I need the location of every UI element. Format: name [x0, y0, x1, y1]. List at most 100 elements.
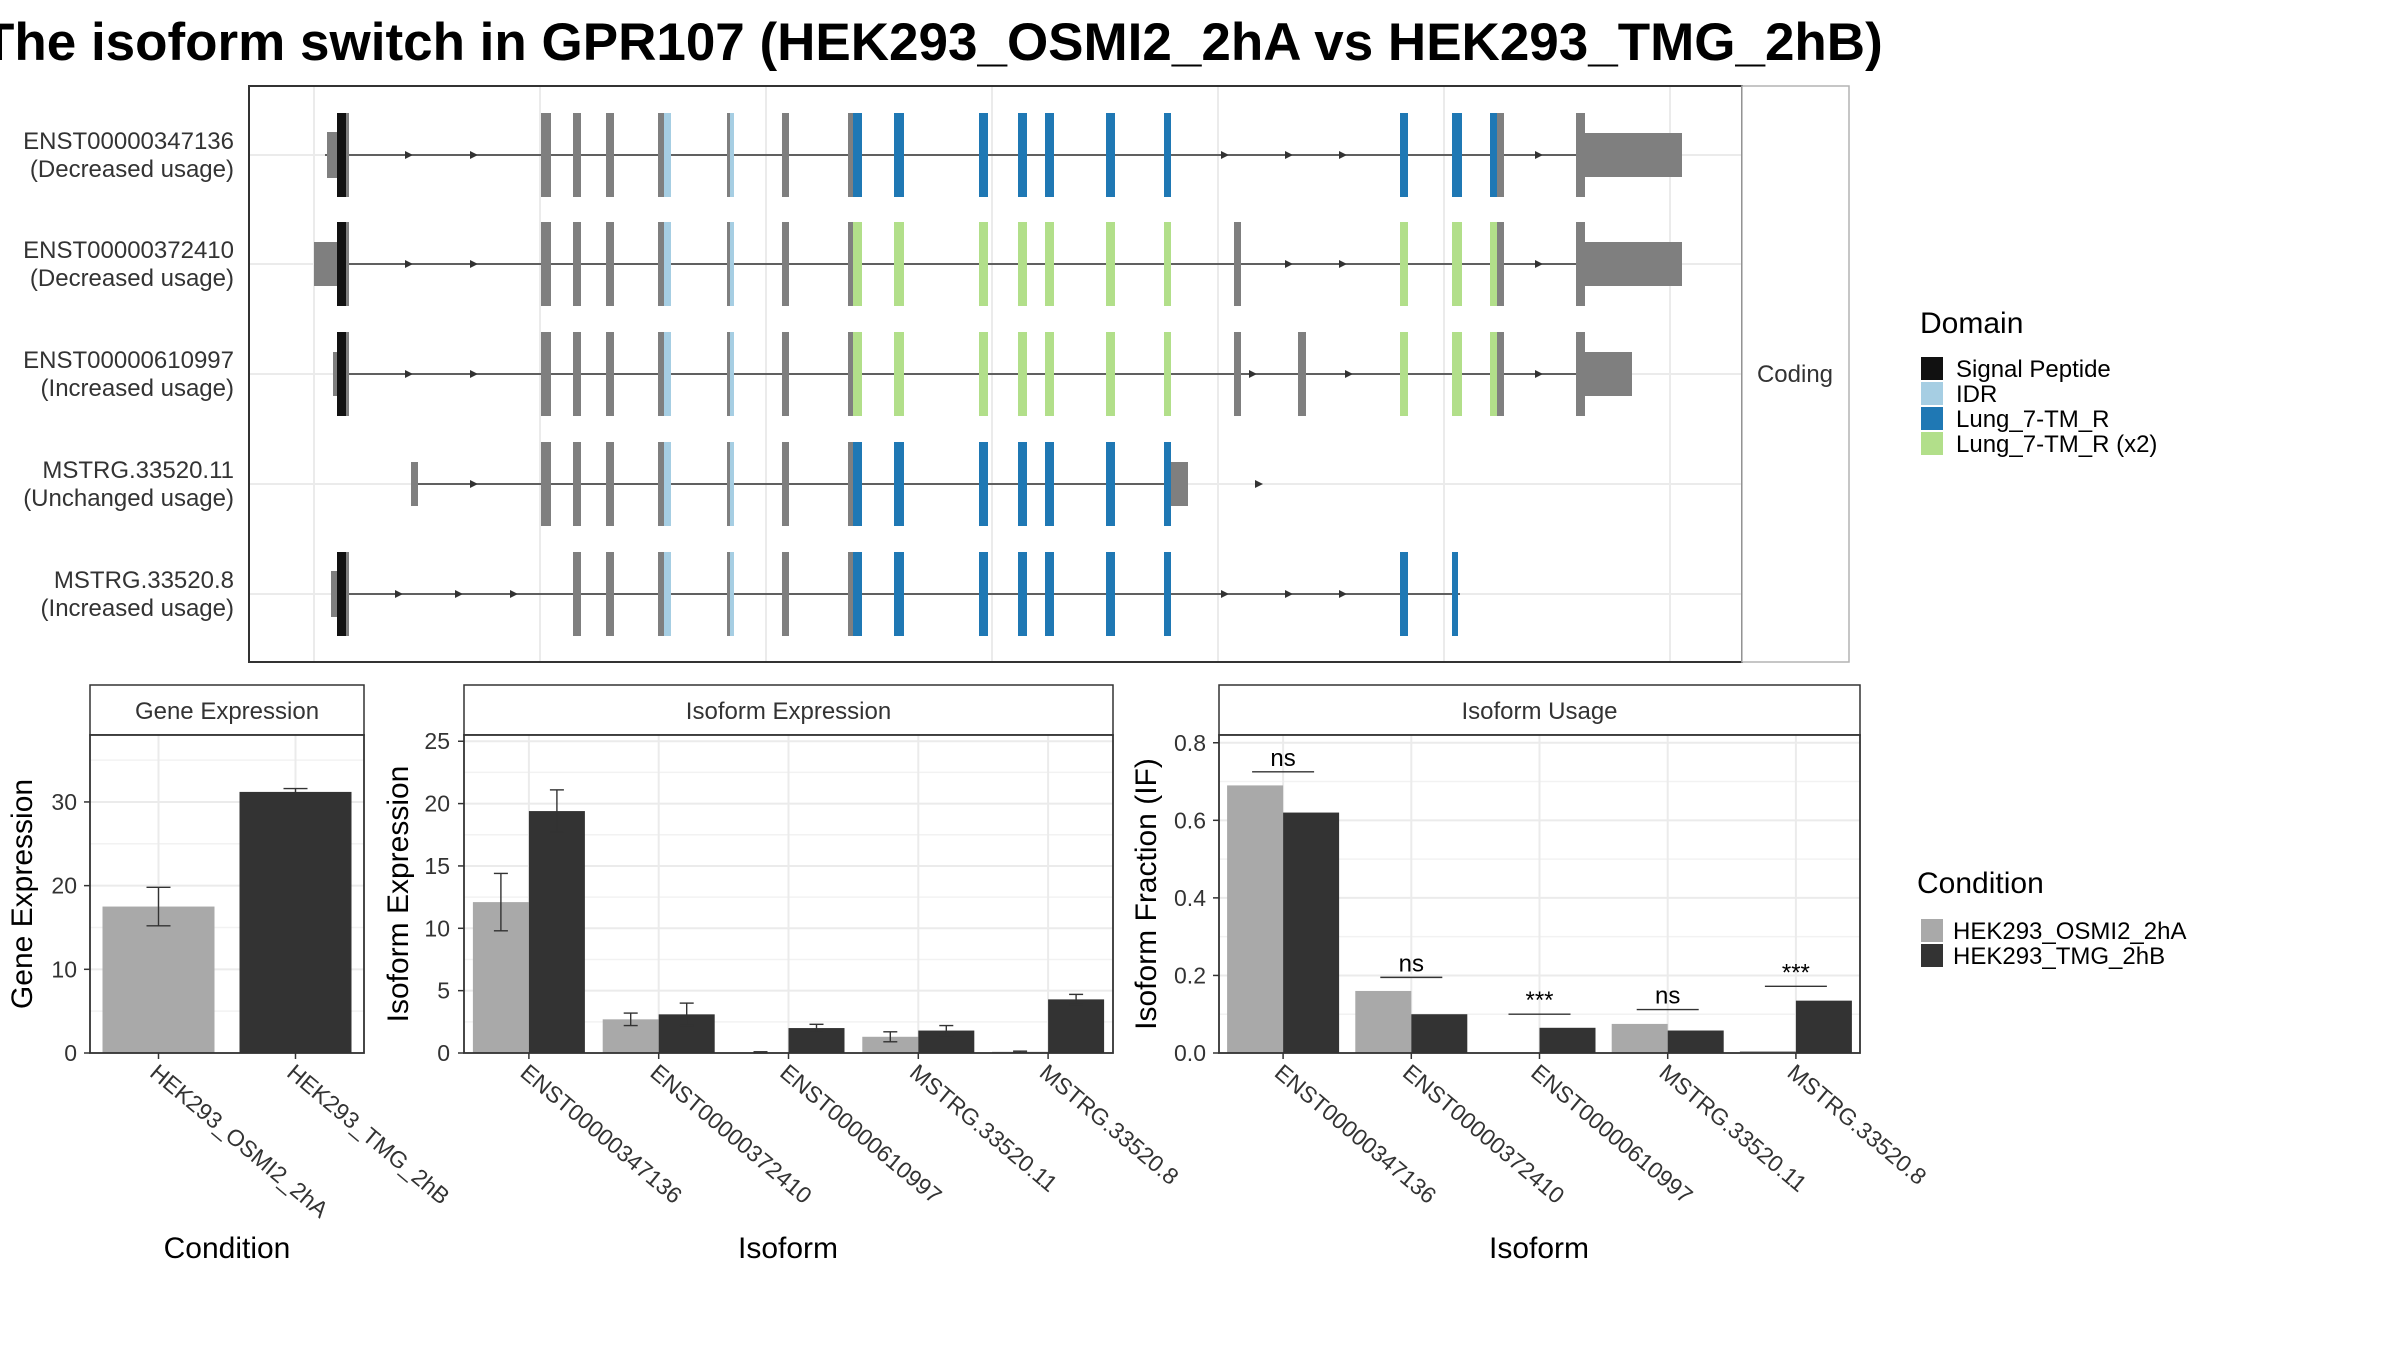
- utr5-exon: [411, 462, 418, 506]
- y-tick-label: 25: [424, 728, 450, 754]
- transcript-id-label: ENST00000610997: [23, 347, 234, 374]
- exon: [541, 442, 551, 526]
- transcript-row: ENST00000347136(Decreased usage): [23, 113, 1682, 197]
- panel-border: [89, 734, 365, 1054]
- exon: [658, 222, 664, 306]
- bar: [1795, 1000, 1852, 1053]
- exon: [782, 222, 789, 306]
- lung-7tm-domain: [1164, 113, 1171, 197]
- domain-legend-key: [1921, 432, 1943, 455]
- y-tick-label: 0.0: [1174, 1040, 1206, 1066]
- significance-label: ns: [1399, 950, 1424, 977]
- utr5-exon: [333, 352, 337, 396]
- domain-legend-label: Lung_7-TM_R (x2): [1956, 431, 2157, 458]
- domain-legend-key: [1921, 382, 1943, 405]
- transcript-row: MSTRG.33520.8(Increased usage): [41, 552, 1460, 636]
- exon: [573, 442, 581, 526]
- transcript-row: MSTRG.33520.11(Unchanged usage): [23, 442, 1263, 526]
- lung-7tm-domain: [1106, 552, 1115, 636]
- exon: [1497, 113, 1504, 197]
- exon: [727, 552, 730, 636]
- lung-7tm-domain: [894, 552, 904, 636]
- lung-7tm-domain: [1018, 552, 1027, 636]
- lung-7tm-x2-domain: [894, 332, 904, 416]
- y-tick-label: 20: [424, 791, 450, 817]
- strand-arrow: [470, 151, 478, 159]
- condition-legend-label: HEK293_TMG_2hB: [1953, 943, 2165, 970]
- signal-peptide-domain: [337, 332, 346, 416]
- isoform-expression-panel: Isoform Expression0510152025ENST00000347…: [382, 684, 1184, 1265]
- y-axis-title: Gene Expression: [6, 779, 39, 1009]
- strand-arrow: [1285, 151, 1293, 159]
- transcript-id-label: MSTRG.33520.11: [42, 457, 234, 484]
- domain-legend-label: Signal Peptide: [1956, 356, 2111, 383]
- bar: [102, 906, 215, 1053]
- panel-title: Isoform Expression: [686, 698, 891, 725]
- strand-arrow: [510, 590, 518, 598]
- lung-7tm-x2-domain: [1164, 222, 1171, 306]
- lung-7tm-domain: [1164, 442, 1171, 526]
- condition-legend-label: HEK293_OSMI2_2hA: [1953, 918, 2186, 945]
- domain-legend-key: [1921, 357, 1943, 380]
- strand-arrow: [1339, 260, 1347, 268]
- lung-7tm-domain: [979, 442, 988, 526]
- bar: [1411, 1014, 1468, 1053]
- domain-legend-title: Domain: [1920, 307, 2023, 340]
- lung-7tm-x2-domain: [1400, 222, 1408, 306]
- transcript-id-label: ENST00000347136: [23, 128, 234, 155]
- panel-strip: [89, 684, 365, 736]
- bar: [862, 1036, 919, 1053]
- y-axis-title: Isoform Fraction (IF): [1130, 758, 1163, 1030]
- exon: [727, 442, 730, 526]
- lung-7tm-domain: [1045, 113, 1054, 197]
- lung-7tm-x2-domain: [1490, 332, 1497, 416]
- bar: [239, 791, 352, 1053]
- y-tick-label: 0: [437, 1040, 450, 1066]
- exon: [1234, 222, 1241, 306]
- lung-7tm-domain: [1452, 113, 1462, 197]
- y-tick-label: 15: [424, 853, 450, 879]
- exon: [606, 442, 614, 526]
- lung-7tm-x2-domain: [1490, 222, 1497, 306]
- exon: [573, 552, 581, 636]
- exon: [346, 113, 349, 197]
- lung-7tm-domain: [853, 552, 862, 636]
- y-tick-label: 0.8: [1174, 730, 1206, 756]
- panel-strip: [463, 684, 1114, 736]
- exon: [1298, 332, 1306, 416]
- strand-arrow: [395, 590, 403, 598]
- utr3-exon: [1585, 133, 1682, 177]
- y-tick-label: 10: [424, 915, 450, 941]
- exon: [782, 113, 789, 197]
- panel-title: Isoform Usage: [1461, 698, 1617, 725]
- bar: [1739, 1051, 1796, 1053]
- exon: [782, 332, 789, 416]
- lung-7tm-domain: [1400, 113, 1408, 197]
- strand-arrow: [405, 151, 413, 159]
- domain-legend-label: IDR: [1956, 381, 1997, 408]
- bar: [1667, 1030, 1724, 1053]
- transcript-structure-panel: ENST00000347136(Decreased usage)ENST0000…: [23, 85, 1850, 663]
- lung-7tm-domain: [894, 442, 904, 526]
- strand-arrow: [405, 370, 413, 378]
- strand-arrow: [470, 370, 478, 378]
- idr-domain: [730, 332, 734, 416]
- lung-7tm-x2-domain: [1045, 222, 1054, 306]
- lung-7tm-x2-domain: [894, 222, 904, 306]
- lung-7tm-domain: [1164, 552, 1171, 636]
- bar: [918, 1030, 975, 1053]
- exon: [346, 552, 349, 636]
- exon: [1171, 462, 1188, 506]
- strand-arrow: [455, 590, 463, 598]
- lung-7tm-domain: [853, 113, 862, 197]
- lung-7tm-domain: [1106, 442, 1115, 526]
- transcript-usage-label: (Unchanged usage): [23, 485, 234, 512]
- lung-7tm-x2-domain: [1045, 332, 1054, 416]
- x-axis-title: Isoform: [738, 1232, 838, 1265]
- exon: [1576, 113, 1585, 197]
- y-tick-label: 10: [51, 956, 77, 982]
- significance-label: ***: [1525, 987, 1553, 1014]
- exon: [1234, 332, 1241, 416]
- lung-7tm-domain: [1045, 552, 1054, 636]
